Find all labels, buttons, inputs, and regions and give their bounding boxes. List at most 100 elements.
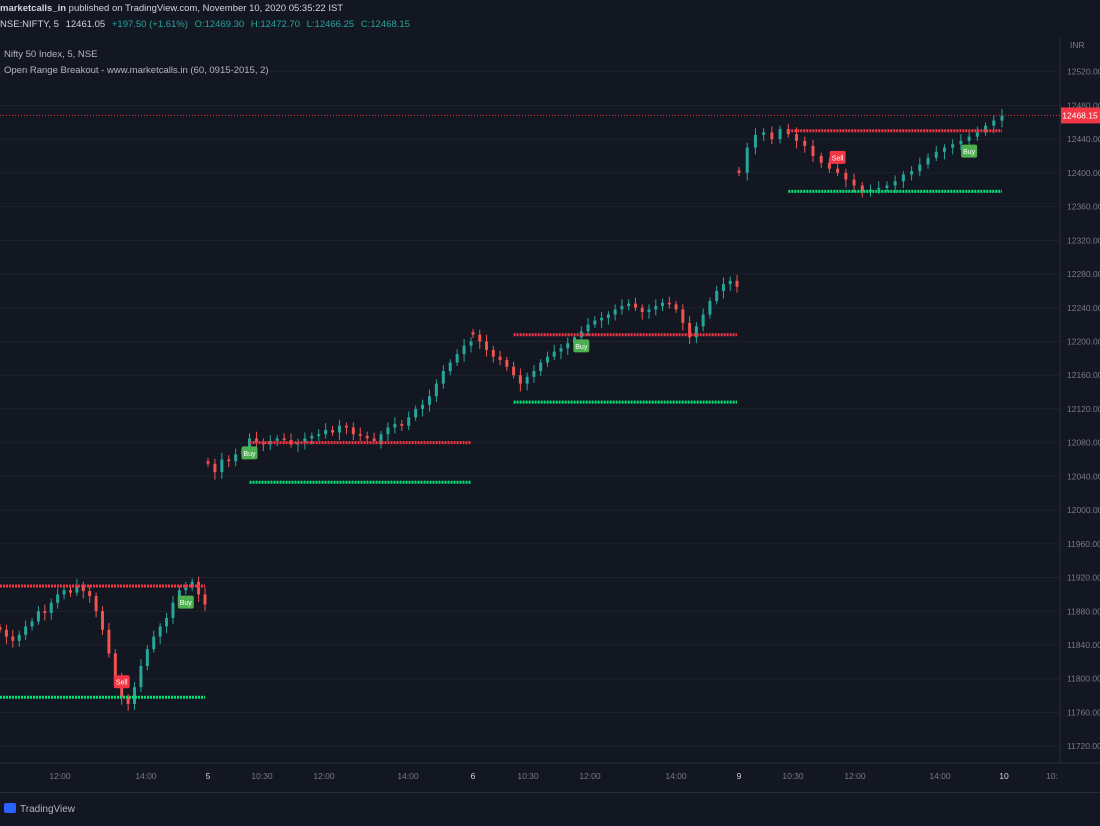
candle-body[interactable] (303, 438, 307, 443)
candle-body[interactable] (68, 590, 72, 593)
candle-body[interactable] (745, 147, 749, 173)
candle-body[interactable] (539, 362, 543, 371)
candle-body[interactable] (606, 314, 610, 318)
candle-body[interactable] (926, 157, 930, 165)
candle-body[interactable] (462, 345, 466, 355)
candle-body[interactable] (633, 303, 637, 308)
candle-body[interactable] (728, 280, 732, 285)
candle-body[interactable] (753, 134, 757, 148)
candle-body[interactable] (613, 309, 617, 315)
candle-body[interactable] (0, 627, 2, 630)
candle-body[interactable] (434, 383, 438, 397)
candle-body[interactable] (708, 301, 712, 315)
candle-body[interactable] (762, 132, 766, 135)
candle-body[interactable] (427, 396, 431, 405)
candle-body[interactable] (512, 366, 516, 376)
candle-body[interactable] (213, 463, 217, 473)
candle-body[interactable] (158, 626, 162, 637)
candle-body[interactable] (351, 427, 355, 435)
candle-body[interactable] (455, 354, 459, 363)
candle-body[interactable] (893, 181, 897, 186)
candle-body[interactable] (959, 140, 963, 145)
candle-body[interactable] (674, 304, 678, 310)
candle-body[interactable] (877, 188, 881, 190)
candle-body[interactable] (667, 302, 671, 305)
candle-body[interactable] (4, 629, 8, 637)
candle-body[interactable] (566, 343, 570, 349)
candle-body[interactable] (11, 636, 15, 641)
candle-body[interactable] (282, 438, 286, 441)
candle-body[interactable] (491, 349, 495, 357)
publisher-name[interactable]: marketcalls_in (0, 3, 67, 14)
candle-body[interactable] (593, 320, 597, 325)
candle-body[interactable] (107, 629, 111, 654)
candle-body[interactable] (81, 585, 85, 592)
candle-body[interactable] (448, 362, 452, 371)
buy-signal-marker[interactable] (573, 339, 590, 353)
sell-signal-marker[interactable] (829, 150, 846, 164)
candle-body[interactable] (248, 438, 252, 452)
candle-body[interactable] (414, 408, 418, 418)
candle-body[interactable] (152, 636, 156, 650)
candle-body[interactable] (778, 129, 782, 140)
tradingview-logo[interactable]: TradingView (4, 803, 75, 815)
candle-body[interactable] (386, 427, 390, 435)
candle-body[interactable] (471, 332, 475, 335)
candle-body[interactable] (627, 303, 631, 307)
candle-body[interactable] (94, 596, 98, 612)
candle-body[interactable] (421, 404, 425, 409)
candle-body[interactable] (88, 591, 92, 597)
candle-body[interactable] (770, 132, 774, 140)
candle-body[interactable] (681, 309, 685, 323)
candle-body[interactable] (934, 151, 938, 158)
buy-signal-marker[interactable] (241, 446, 258, 460)
candle-body[interactable] (647, 309, 651, 312)
candle-body[interactable] (532, 370, 536, 377)
candle-body[interactable] (885, 185, 889, 189)
candle-body[interactable] (75, 585, 79, 593)
candle-body[interactable] (942, 147, 946, 152)
candle-body[interactable] (317, 434, 321, 436)
candle-body[interactable] (338, 425, 341, 433)
candle-body[interactable] (737, 170, 741, 173)
candle-body[interactable] (525, 376, 529, 384)
candle-body[interactable] (310, 435, 314, 439)
candle-body[interactable] (171, 602, 175, 618)
candle-body[interactable] (827, 162, 831, 169)
candle-body[interactable] (844, 172, 848, 180)
candle-body[interactable] (220, 459, 224, 473)
candle-body[interactable] (197, 581, 201, 595)
price-chart[interactable]: 12520.00 12480.00 12440.00 12400.00 12360.00… (0, 38, 1100, 792)
candle-body[interactable] (1000, 115, 1004, 121)
candle-body[interactable] (852, 179, 856, 186)
candle-body[interactable] (811, 145, 815, 157)
candle-body[interactable] (227, 459, 231, 462)
candle-body[interactable] (559, 348, 563, 352)
candle-body[interactable] (918, 164, 922, 172)
candle-body[interactable] (975, 132, 979, 137)
candle-body[interactable] (358, 434, 362, 436)
candle-body[interactable] (992, 120, 996, 126)
buy-signal-marker[interactable] (177, 595, 194, 609)
candle-body[interactable] (407, 417, 411, 426)
candle-body[interactable] (393, 424, 397, 428)
candle-body[interactable] (126, 697, 130, 704)
candle-body[interactable] (62, 590, 66, 595)
candle-body[interactable] (234, 454, 238, 462)
candle-body[interactable] (478, 334, 482, 342)
candle-body[interactable] (17, 634, 21, 641)
candle-body[interactable] (56, 594, 60, 603)
candle-body[interactable] (206, 461, 210, 464)
candle-body[interactable] (36, 611, 40, 622)
candle-body[interactable] (688, 322, 692, 338)
candle-body[interactable] (30, 621, 34, 627)
candle-body[interactable] (133, 687, 137, 704)
candle-body[interactable] (640, 307, 644, 312)
candle-body[interactable] (600, 317, 604, 321)
candle-body[interactable] (901, 174, 905, 182)
candle-body[interactable] (795, 134, 799, 141)
candle-body[interactable] (735, 280, 739, 287)
candle-body[interactable] (803, 140, 807, 146)
candle-body[interactable] (694, 326, 698, 338)
candle-body[interactable] (268, 440, 272, 445)
